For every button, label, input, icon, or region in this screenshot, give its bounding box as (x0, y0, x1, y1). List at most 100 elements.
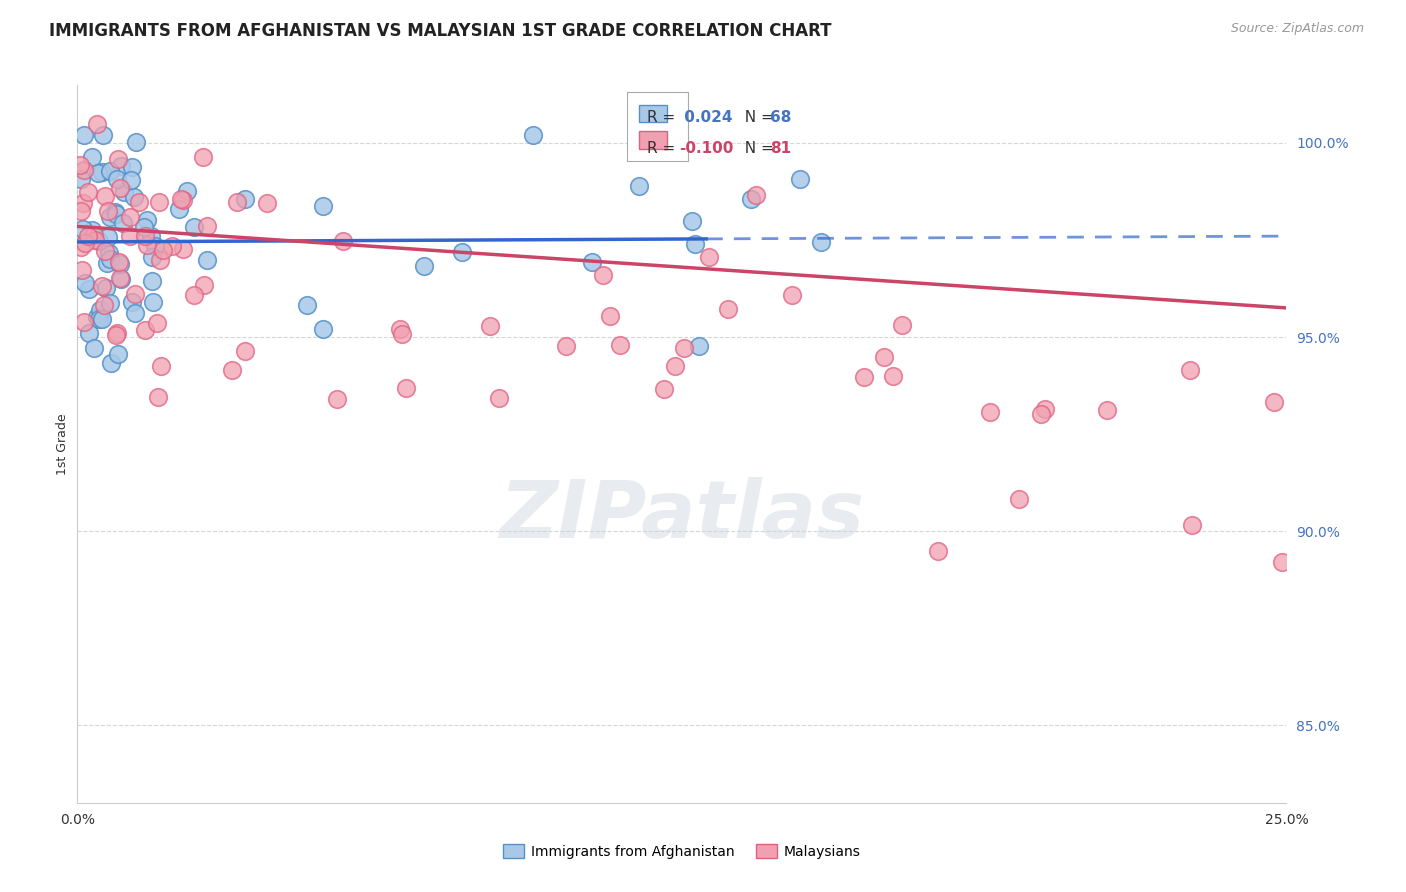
Point (121, 295, 143, 310)
Point (107, 347, 129, 361)
Text: IMMIGRANTS FROM AFGHANISTAN VS MALAYSIAN 1ST GRADE CORRELATION CHART: IMMIGRANTS FROM AFGHANISTAN VS MALAYSIAN… (49, 22, 832, 40)
Point (717, 302, 740, 317)
Point (1008, 491, 1031, 506)
Point (122, 190, 145, 204)
Point (77, 281, 100, 295)
Point (120, 211, 142, 225)
Point (90, 312, 112, 326)
Point (890, 318, 912, 333)
Point (82, 150, 104, 164)
Point (98, 295, 121, 310)
Point (1271, 555, 1294, 569)
Point (94, 189, 117, 203)
Point (312, 199, 335, 213)
Point (77, 185, 100, 199)
Point (233, 343, 256, 358)
Point (609, 337, 631, 351)
Point (581, 255, 603, 269)
Point (86, 117, 108, 131)
Text: 68: 68 (770, 111, 792, 125)
Text: 0.024: 0.024 (679, 111, 733, 125)
Point (744, 188, 766, 202)
Point (652, 128, 675, 143)
Point (112, 185, 135, 199)
Point (592, 268, 614, 282)
Text: 81: 81 (770, 142, 792, 156)
Point (73, 276, 96, 290)
Text: ZIPatlas: ZIPatlas (499, 476, 865, 555)
Text: N =: N = (735, 142, 779, 156)
Point (125, 135, 148, 149)
Point (146, 391, 169, 405)
Point (688, 339, 710, 353)
Point (295, 298, 318, 312)
Point (195, 219, 218, 233)
Point (89, 234, 111, 248)
Point (86, 310, 108, 324)
Point (128, 195, 150, 210)
Point (105, 172, 128, 186)
Point (134, 228, 156, 243)
Point (780, 288, 803, 302)
Point (105, 326, 128, 341)
Point (90, 165, 112, 179)
Point (256, 195, 278, 210)
Point (683, 236, 706, 251)
Point (93, 128, 115, 143)
Point (183, 220, 205, 235)
Text: R =: R = (647, 111, 681, 125)
Point (110, 272, 132, 286)
Point (94, 244, 117, 258)
Point (100, 356, 122, 370)
Point (104, 207, 127, 221)
Point (87, 312, 110, 326)
Text: R =: R = (647, 142, 681, 156)
Point (554, 339, 576, 353)
Point (98, 252, 121, 266)
Point (105, 328, 128, 343)
Point (89, 303, 111, 318)
Point (225, 194, 247, 209)
Point (413, 259, 436, 273)
Point (599, 309, 621, 323)
Point (927, 543, 949, 558)
Point (91, 279, 114, 293)
Point (73, 128, 96, 143)
Point (70, 204, 93, 219)
Point (478, 318, 501, 333)
Text: -0.100: -0.100 (679, 142, 734, 156)
Point (167, 202, 190, 216)
Point (70, 263, 93, 277)
Point (1178, 362, 1201, 376)
Point (193, 149, 215, 163)
Point (110, 159, 132, 173)
Text: N =: N = (735, 111, 779, 125)
Point (134, 323, 156, 337)
Point (93, 298, 115, 312)
Point (1029, 407, 1052, 421)
Point (98, 246, 121, 260)
Point (389, 322, 412, 336)
Point (139, 228, 162, 243)
Point (97, 204, 120, 219)
Point (83, 341, 105, 355)
Point (451, 244, 474, 259)
Point (332, 234, 354, 248)
Point (72, 162, 94, 177)
Point (73, 315, 96, 329)
Point (172, 243, 194, 257)
Point (488, 391, 510, 405)
Point (82, 223, 104, 237)
Point (98, 163, 121, 178)
Point (108, 271, 131, 285)
Point (152, 243, 174, 257)
Point (673, 341, 696, 355)
Point (73, 235, 96, 250)
Point (810, 235, 832, 249)
Point (120, 173, 142, 187)
Point (107, 255, 129, 269)
Point (143, 239, 166, 253)
Point (83, 228, 105, 243)
Point (149, 359, 172, 374)
Point (522, 128, 544, 143)
